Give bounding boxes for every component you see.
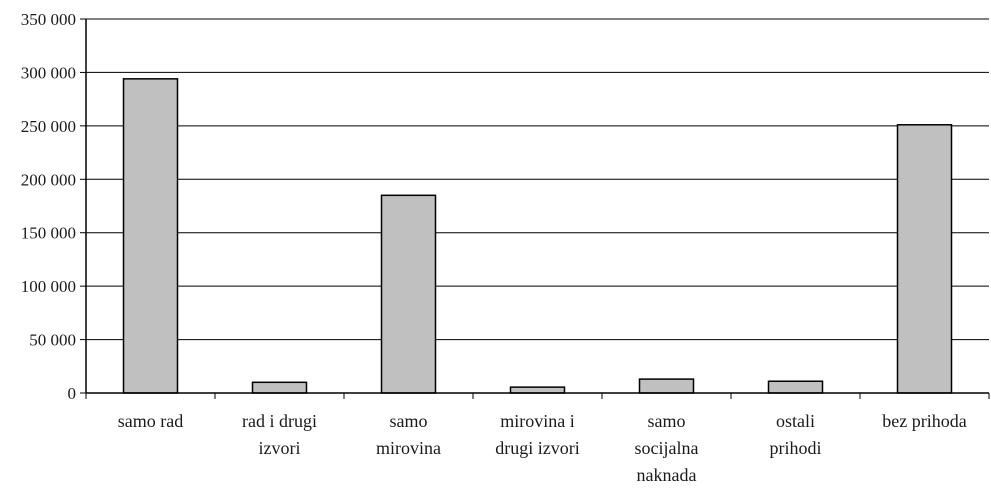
x-tick-label-line: samo (390, 411, 428, 431)
y-tick-label: 250 000 (21, 117, 76, 136)
bar (767, 380, 824, 394)
x-tick-label: samo rad (118, 411, 183, 431)
x-tick-label: samo mirovina (376, 411, 441, 458)
gridlines (86, 18, 989, 341)
y-tick-label: 150 000 (21, 224, 76, 243)
bar (638, 378, 695, 394)
bar (380, 194, 437, 394)
bar (122, 78, 179, 394)
bar (896, 124, 953, 394)
bar (251, 381, 308, 394)
y-tick-labels: 0 50 000 100 000 150 000 200 000 250 000 300 0… (21, 10, 76, 403)
x-tick-label-line: rad i drugi (242, 411, 317, 431)
x-tick-label-line: bez prihoda (882, 411, 966, 431)
y-tick-label: 300 000 (21, 63, 76, 82)
axes (80, 18, 990, 399)
x-tick-label: rad i drugi izvori (242, 411, 317, 458)
x-tick-label-line: ostali (776, 411, 815, 431)
x-tick-label: samo socijalna naknada (635, 411, 699, 485)
bar (509, 386, 566, 394)
y-tick-label: 200 000 (21, 170, 76, 189)
x-tick-label-line: mirovina (376, 438, 441, 458)
x-tick-label: bez prihoda (882, 411, 966, 431)
x-tick-label-line: naknada (637, 465, 697, 485)
x-tick-label-line: drugi izvori (495, 438, 579, 458)
x-tick-label-line: prihodi (770, 438, 822, 458)
x-tick-label-line: izvori (259, 438, 301, 458)
x-tick-label-line: samo rad (118, 411, 183, 431)
y-tick-label: 50 000 (29, 331, 76, 350)
x-tick-labels: samo rad rad i drugi izvori samo mirovina mir… (118, 411, 967, 485)
x-tick-label-line: mirovina i (500, 411, 575, 431)
x-tick-label: ostali prihodi (770, 411, 822, 458)
y-tick-label: 100 000 (21, 277, 76, 296)
y-tick-label: 0 (68, 384, 77, 403)
x-tick-label-line: samo (648, 411, 686, 431)
x-tick-label-line: socijalna (635, 438, 699, 458)
x-tick-label: mirovina i drugi izvori (495, 411, 579, 458)
y-tick-label: 350 000 (21, 10, 76, 29)
